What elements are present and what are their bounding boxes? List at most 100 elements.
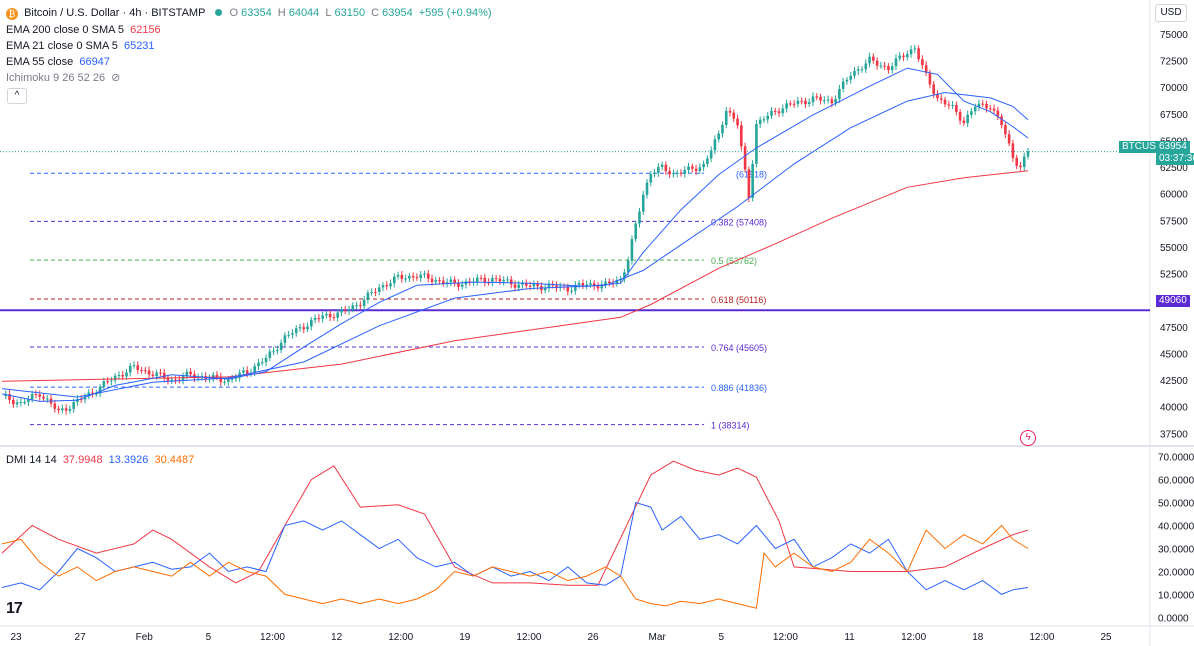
candle-body bbox=[426, 273, 430, 279]
price-tick-label: 47500 bbox=[1160, 323, 1188, 334]
candle-body bbox=[494, 278, 498, 280]
candle-body bbox=[53, 403, 57, 409]
candle-body bbox=[698, 167, 702, 171]
symbol-title[interactable]: Bitcoin / U.S. Dollar · 4h · BITSTAMP bbox=[24, 7, 206, 19]
candle-body bbox=[762, 119, 766, 121]
candle-body bbox=[491, 278, 494, 283]
candle-body bbox=[811, 96, 815, 103]
indicator-ema21[interactable]: EMA 21 close 0 SMA 5 65231 bbox=[6, 39, 158, 53]
time-tick-label: 19 bbox=[459, 632, 471, 643]
dmi-legend[interactable]: DMI 14 14 37.9948 13.3926 30.4487 bbox=[6, 453, 197, 467]
candle-body bbox=[834, 98, 837, 104]
candle-body bbox=[359, 305, 362, 307]
candle-body bbox=[868, 56, 871, 64]
candle-body bbox=[936, 94, 939, 99]
candle-body bbox=[664, 164, 668, 172]
indicator-ichimoku[interactable]: Ichimoku 9 26 52 26 ⊘ bbox=[6, 71, 123, 85]
indicator-ema200[interactable]: EMA 200 close 0 SMA 5 62156 bbox=[6, 23, 164, 37]
candle-body bbox=[728, 110, 732, 113]
candle-body bbox=[257, 362, 260, 367]
lightning-icon[interactable]: ϟ bbox=[1020, 430, 1036, 446]
candle-body bbox=[755, 123, 758, 164]
collapse-legend-button[interactable]: ^ bbox=[7, 88, 27, 104]
indicator-ema55[interactable]: EMA 55 close 66947 bbox=[6, 55, 113, 69]
candle-body bbox=[1019, 165, 1022, 168]
indicator-ema200-value: 62156 bbox=[130, 24, 161, 36]
candle-body bbox=[1000, 116, 1003, 126]
candle-body bbox=[1004, 125, 1007, 135]
candle-body bbox=[536, 283, 539, 287]
candle-body bbox=[732, 112, 736, 119]
candle-body bbox=[125, 372, 128, 377]
candle-body bbox=[106, 381, 109, 383]
candle-body bbox=[566, 286, 570, 292]
time-tick-label: 12 bbox=[331, 632, 343, 643]
candle-body bbox=[79, 399, 83, 401]
candle-body bbox=[42, 396, 45, 399]
candle-body bbox=[419, 274, 422, 278]
candle-body bbox=[743, 146, 747, 170]
time-tick-label: Mar bbox=[649, 632, 667, 643]
time-tick-label: 26 bbox=[587, 632, 599, 643]
candle-body bbox=[506, 279, 509, 281]
dmi-line-0 bbox=[1, 460, 1029, 586]
candle-body bbox=[121, 375, 125, 377]
candle-body bbox=[630, 239, 634, 261]
tradingview-logo[interactable]: 17 bbox=[6, 600, 23, 617]
candle-body bbox=[807, 102, 811, 105]
ma-line-1 bbox=[1, 67, 1029, 402]
candle-body bbox=[517, 284, 521, 288]
fib-level-label: 0.618 (50116) bbox=[711, 295, 766, 305]
candle-body bbox=[177, 379, 181, 381]
candle-body bbox=[596, 286, 600, 289]
candle-body bbox=[830, 99, 834, 104]
candle-body bbox=[374, 291, 377, 293]
candle-body bbox=[721, 125, 724, 134]
candle-body bbox=[166, 378, 170, 381]
time-tick-label: 11 bbox=[844, 632, 855, 643]
candle-body bbox=[317, 318, 321, 320]
candle-body bbox=[838, 88, 841, 99]
candle-body bbox=[27, 399, 30, 402]
candle-body bbox=[453, 279, 456, 284]
ohlc-low-key: L bbox=[325, 7, 332, 19]
candle-body bbox=[1022, 156, 1026, 168]
ohlc-open: 63354 bbox=[241, 7, 272, 19]
candle-body bbox=[174, 379, 177, 381]
candle-body bbox=[649, 174, 653, 183]
candle-body bbox=[294, 328, 298, 334]
candle-body bbox=[525, 282, 528, 286]
candle-body bbox=[856, 69, 860, 71]
candle-body bbox=[362, 299, 366, 306]
time-tick-label: 12:00 bbox=[516, 632, 541, 643]
candle-body bbox=[264, 357, 268, 363]
eye-hidden-icon[interactable]: ⊘ bbox=[111, 72, 121, 84]
candle-body bbox=[38, 394, 42, 397]
candle-body bbox=[608, 281, 611, 284]
candle-body bbox=[415, 277, 419, 279]
candle-body bbox=[392, 276, 396, 284]
fib-level-label: 1 (38314) bbox=[711, 421, 750, 431]
candle-body bbox=[15, 402, 19, 405]
candle-body bbox=[789, 103, 792, 105]
time-tick-label: 12:00 bbox=[901, 632, 926, 643]
candle-body bbox=[279, 342, 283, 351]
candle-body bbox=[717, 133, 720, 140]
time-tick-label: 12:00 bbox=[773, 632, 798, 643]
candle-body bbox=[724, 110, 728, 126]
candle-body bbox=[102, 381, 106, 387]
currency-button[interactable]: USD bbox=[1155, 4, 1187, 22]
candle-body bbox=[773, 110, 777, 112]
candle-body bbox=[623, 272, 626, 279]
hline-tag: 49060 bbox=[1156, 295, 1190, 307]
candle-body bbox=[924, 65, 928, 73]
dmi-tick-label: 60.0000 bbox=[1158, 476, 1194, 487]
dmi-line-2 bbox=[1, 524, 1029, 609]
candle-body bbox=[638, 211, 641, 224]
price-change: +595 (+0.94%) bbox=[418, 7, 492, 19]
ohlc-high-key: H bbox=[277, 7, 286, 19]
candle-body bbox=[917, 48, 920, 60]
candle-body bbox=[574, 284, 577, 291]
candle-body bbox=[555, 285, 558, 288]
